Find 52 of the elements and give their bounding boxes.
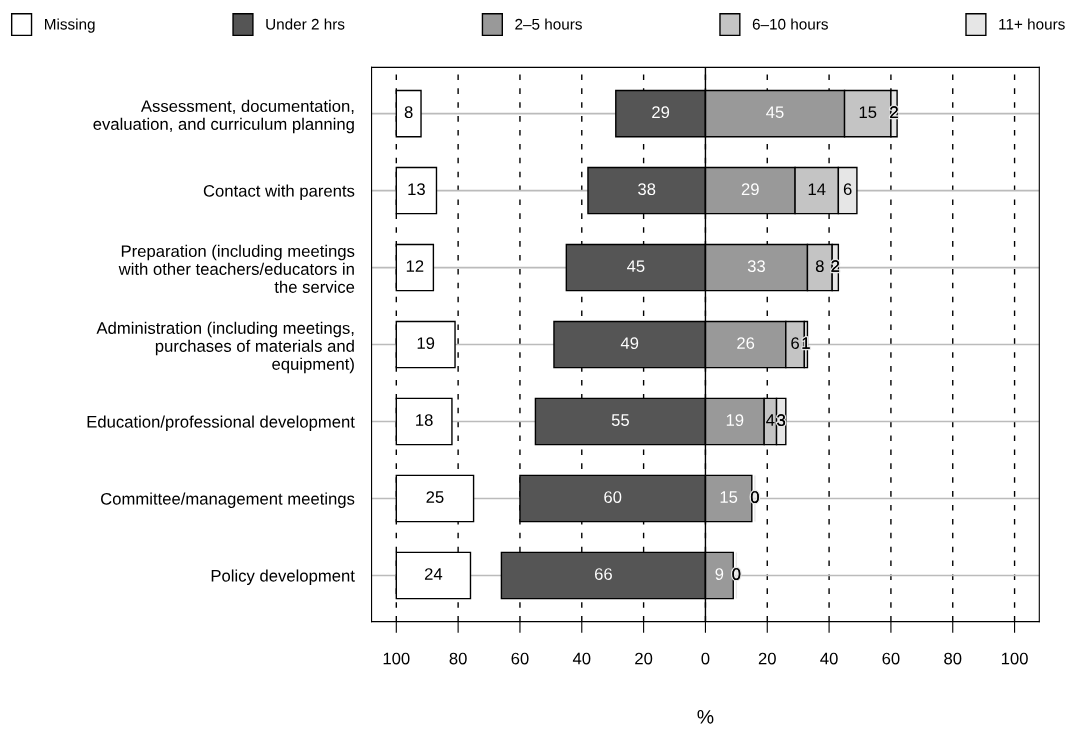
x-tick-label: 0 (701, 652, 710, 665)
x-tick-label: 60 (511, 652, 529, 665)
data-label: 49 (620, 337, 639, 350)
data-label: 9 (715, 568, 724, 580)
data-label: 55 (611, 414, 629, 426)
data-label: 38 (638, 183, 656, 196)
y-tick-label: Policy development (211, 569, 355, 585)
data-label: 25 (426, 491, 444, 503)
data-label: 24 (424, 568, 443, 580)
x-tick-label: 60 (882, 652, 900, 665)
data-label: 3 (777, 414, 786, 426)
data-label: 29 (741, 183, 759, 196)
data-label: 29 (652, 106, 670, 119)
data-label: 15 (720, 491, 738, 503)
data-label: 19 (417, 337, 435, 350)
legend-label: 6–10 hours (752, 18, 828, 30)
data-label: 60 (604, 491, 622, 503)
y-tick-label: Assessment, documentation, evaluation, and curriculum planning (93, 99, 354, 134)
data-label: 45 (766, 106, 784, 119)
data-label: 45 (626, 260, 645, 273)
data-label: 6 (843, 183, 852, 196)
legend-label: 2–5 hours (515, 18, 582, 30)
x-axis-title: % (697, 710, 714, 724)
x-tick-label: 80 (944, 652, 962, 665)
data-label: 6 (791, 337, 799, 350)
data-label: 8 (404, 106, 413, 119)
data-label: 13 (408, 183, 425, 196)
data-label: 14 (808, 183, 826, 195)
y-tick-label: Education/professional development (87, 415, 355, 432)
legend-label: Under 2 hrs (266, 18, 345, 30)
data-label: 26 (737, 337, 755, 350)
x-tick-label: 40 (820, 652, 838, 665)
y-tick-label: Preparation (including meetings with other teachers/educators in the service (118, 244, 355, 293)
data-label: 19 (726, 414, 744, 426)
y-tick-label: Administration (including meetings, purchases of materials and equipment) (96, 321, 354, 374)
data-label: 8 (815, 260, 824, 273)
x-tick-label: 40 (572, 652, 591, 665)
x-tick-label: 20 (635, 652, 653, 665)
data-label: 15 (859, 106, 877, 119)
y-tick-label: Contact with parents (203, 184, 355, 201)
data-label: 66 (595, 568, 612, 580)
legend-label: Missing (45, 18, 95, 33)
data-label: 33 (747, 260, 765, 273)
x-tick-label: 100 (1001, 652, 1028, 665)
data-label: 12 (406, 260, 424, 272)
data-label: 18 (416, 414, 433, 426)
data-label: 4 (766, 414, 775, 426)
x-tick-label: 80 (449, 652, 467, 665)
x-tick-label: 100 (383, 652, 410, 665)
legend-label: 11+ hours (999, 18, 1065, 30)
x-tick-label: 20 (758, 652, 776, 665)
y-tick-label: Committee/management meetings (101, 492, 355, 508)
